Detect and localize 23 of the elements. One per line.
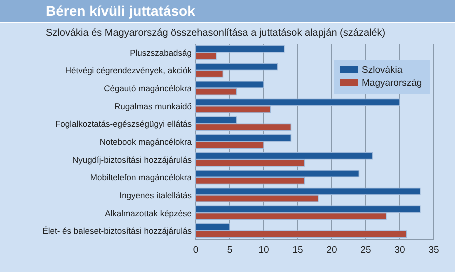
y-tick-label: Mobiltelefon magáncélokra [90,172,192,183]
y-tick-label: Nyugdíj-biztosítási hozzájárulás [72,154,192,165]
legend-label: Szlovákia [362,65,404,76]
x-tick-label: 30 [394,245,406,256]
y-tick-label: Foglalkoztatás-egészségügyi ellátás [55,119,192,130]
x-tick-label: 15 [292,245,304,256]
x-tick-label: 10 [258,245,270,256]
y-tick-label: Pluszszabadság [130,48,192,58]
x-tick-label: 0 [193,245,199,256]
chart-subtitle: Szlovákia és Magyarország összehasonlítása a juttatások alapján (százalék) [46,28,386,39]
y-tick-label: Alkalmazottak képzése [105,208,192,218]
x-tick-label: 25 [360,245,372,256]
y-tick-label: Élet- és baleset-biztosítási hozzájárulás [42,226,192,236]
x-tick-label: 35 [428,245,440,256]
y-tick-label: Hétvégi cégrendezvények, akciók [65,66,193,76]
y-tick-label: Cégautó magáncélokra [104,84,192,94]
legend-label: Magyarország [362,78,422,89]
x-tick-label: 20 [326,245,338,256]
y-tick-label: Ingyenes italellátás [120,190,192,200]
y-tick-label: Notebook magáncélokra [100,137,192,147]
x-tick-label: 5 [227,245,233,256]
chart-title: Béren kívüli juttatások [46,3,196,19]
y-tick-label: Rugalmas munkaidő [114,101,192,112]
